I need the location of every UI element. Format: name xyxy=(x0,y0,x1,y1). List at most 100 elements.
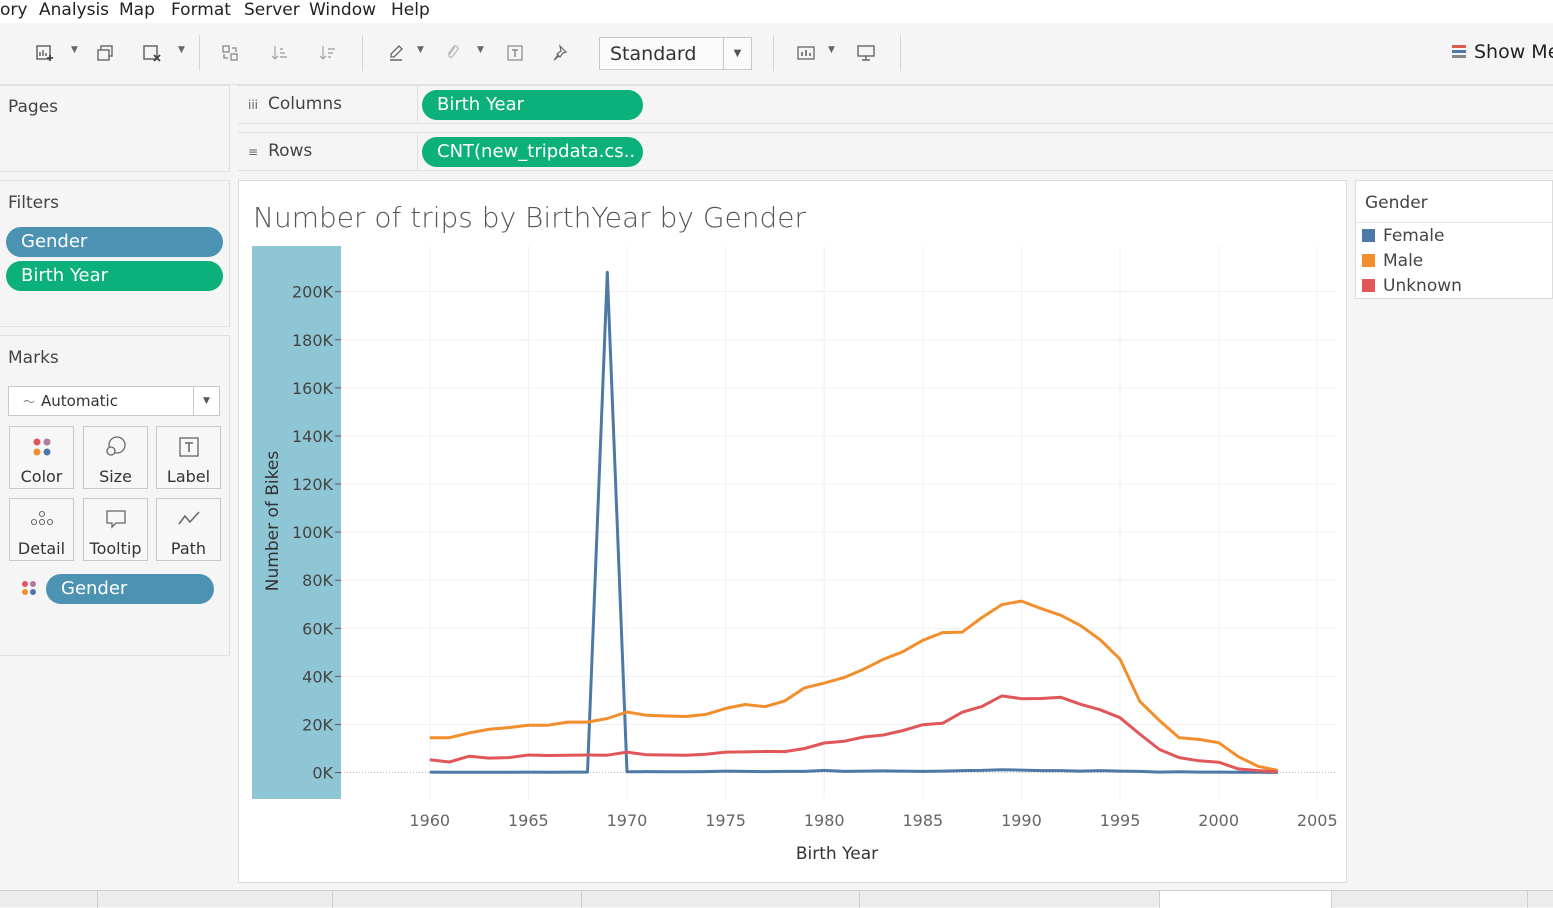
marks-pill-gender[interactable]: Gender xyxy=(46,574,214,604)
sheet-tab-active[interactable] xyxy=(1160,891,1332,908)
presentation-mode-icon[interactable] xyxy=(854,41,878,65)
chevron-down-icon[interactable]: ▼ xyxy=(193,387,219,415)
chevron-down-icon[interactable]: ▼ xyxy=(71,45,78,55)
marks-card-label: Detail xyxy=(17,539,66,558)
y-axis-band[interactable] xyxy=(252,246,341,799)
mark-type-value: 〜 Automatic xyxy=(23,392,118,410)
menu-server[interactable]: Server xyxy=(244,0,300,20)
highlight-pen-icon[interactable] xyxy=(384,41,408,65)
show-mark-labels-icon[interactable] xyxy=(503,41,527,65)
sort-descending-icon[interactable] xyxy=(316,41,340,65)
rows-icon: ≡ xyxy=(248,145,259,159)
pages-panel: Pages xyxy=(0,85,230,172)
fit-select[interactable]: Standard ▼ xyxy=(599,37,752,70)
x-axis-title: Birth Year xyxy=(796,844,878,864)
rows-drop-area[interactable]: CNT(new_tripdata.cs.. xyxy=(417,133,1553,170)
columns-shelf: iii Columns Birth Year xyxy=(238,85,1553,124)
mark-type-select[interactable]: 〜 Automatic ▼ xyxy=(8,386,220,416)
filter-pill-birth-year[interactable]: Birth Year xyxy=(6,261,223,291)
sheet-tab[interactable] xyxy=(860,891,1160,908)
series-line-female[interactable] xyxy=(429,270,1278,774)
x-tick-label: 2005 xyxy=(1297,811,1338,830)
series-line-unknown[interactable] xyxy=(429,694,1278,774)
menu-help[interactable]: Help xyxy=(391,0,430,20)
menu-analysis[interactable]: Analysis xyxy=(39,0,110,20)
x-axis: 1960 1965 1970 1975 1980 1985 1990 1995 2000 2005 xyxy=(409,811,1337,830)
gridlines xyxy=(341,246,1337,799)
y-tick-label: 160K xyxy=(292,379,334,398)
y-tick-label: 120K xyxy=(292,475,334,494)
line-chart: Number of trips by BirthYear by Gender 0… xyxy=(252,201,1338,864)
marks-card-label: Label xyxy=(166,467,211,486)
x-tick-label: 1965 xyxy=(508,811,549,830)
marks-card-tooltip[interactable]: Tooltip xyxy=(83,498,148,561)
swap-rows-columns-icon[interactable] xyxy=(218,41,242,65)
legend-item-female[interactable]: Female xyxy=(1362,226,1444,246)
y-axis-title: Number of Bikes xyxy=(263,451,283,592)
legend-title: Gender xyxy=(1365,193,1428,213)
menu-map[interactable]: Map xyxy=(119,0,155,20)
legend-item-male[interactable]: Male xyxy=(1362,251,1423,271)
chevron-down-icon[interactable]: ▼ xyxy=(723,38,751,69)
x-tick-label: 1985 xyxy=(902,811,943,830)
sheet-tab[interactable] xyxy=(98,891,333,908)
x-tick-label: 1960 xyxy=(409,811,450,830)
chevron-down-icon[interactable]: ▼ xyxy=(178,45,185,55)
mark-type-label: Automatic xyxy=(41,392,118,410)
marks-title: Marks xyxy=(8,348,59,368)
sheet-tab[interactable] xyxy=(582,891,860,908)
rows-label-text: Rows xyxy=(268,141,313,161)
pin-icon[interactable] xyxy=(548,41,572,65)
marks-card-color[interactable]: Color xyxy=(9,426,74,489)
x-tick-label: 2000 xyxy=(1198,811,1239,830)
sheet-tab[interactable] xyxy=(333,891,582,908)
marks-card-label: Tooltip xyxy=(89,539,142,558)
legend-swatch xyxy=(1362,229,1375,242)
y-tick-label: 200K xyxy=(292,283,334,302)
duplicate-sheet-icon[interactable] xyxy=(93,41,117,65)
series-lines xyxy=(429,270,1279,774)
sheet-tab[interactable] xyxy=(0,891,98,908)
rows-label: ≡ Rows xyxy=(248,141,312,161)
columns-pill-birth-year[interactable]: Birth Year xyxy=(422,90,643,120)
new-worksheet-icon[interactable] xyxy=(33,41,57,65)
chevron-down-icon[interactable]: ▼ xyxy=(477,45,484,55)
toolbar-divider xyxy=(199,35,200,71)
chevron-down-icon[interactable]: ▼ xyxy=(417,45,424,55)
marks-card-detail[interactable]: Detail xyxy=(9,498,74,561)
marks-card-size[interactable]: Size xyxy=(83,426,148,489)
y-axis: 0K 20K 40K 60K 80K 100K 120K 140K 160K 180K 200K xyxy=(292,283,341,783)
y-tick-label: 80K xyxy=(302,571,333,590)
show-me-button[interactable]: Show Me xyxy=(1452,41,1553,63)
clear-sheet-icon[interactable] xyxy=(140,41,164,65)
toolbar-divider xyxy=(362,35,363,71)
legend-divider xyxy=(1356,222,1552,223)
rows-pill-count[interactable]: CNT(new_tripdata.cs.. xyxy=(422,137,643,167)
filters-title: Filters xyxy=(8,193,59,213)
legend-item-label: Unknown xyxy=(1383,276,1462,296)
fit-select-value: Standard xyxy=(610,43,697,65)
chevron-down-icon[interactable]: ▼ xyxy=(828,45,835,55)
marks-card-label[interactable]: Label xyxy=(156,426,221,489)
sheet-tab[interactable] xyxy=(1332,891,1528,908)
show-cards-icon[interactable] xyxy=(794,41,818,65)
filter-pill-gender[interactable]: Gender xyxy=(6,227,223,257)
menu-story[interactable]: ory xyxy=(0,0,28,20)
menu-window[interactable]: Window xyxy=(309,0,377,20)
marks-panel: Marks 〜 Automatic ▼ Color Size Label Deta… xyxy=(0,335,230,656)
series-line-male[interactable] xyxy=(429,599,1279,772)
pages-title: Pages xyxy=(8,97,59,117)
line-mark-icon: 〜 xyxy=(23,395,36,409)
group-members-icon[interactable] xyxy=(441,41,465,65)
marks-card-path[interactable]: Path xyxy=(156,498,221,561)
marks-card-label: Path xyxy=(170,539,207,558)
gender-legend: Gender Female Male Unknown xyxy=(1355,180,1553,299)
size-icon xyxy=(84,435,147,459)
menu-bar: ory Analysis Map Format Server Window He… xyxy=(0,0,1553,23)
show-me-icon xyxy=(1452,45,1466,59)
sort-ascending-icon[interactable] xyxy=(268,41,292,65)
marks-card-label: Color xyxy=(20,467,63,486)
legend-item-unknown[interactable]: Unknown xyxy=(1362,276,1462,296)
columns-drop-area[interactable]: Birth Year xyxy=(417,86,1553,123)
menu-format[interactable]: Format xyxy=(171,0,231,20)
